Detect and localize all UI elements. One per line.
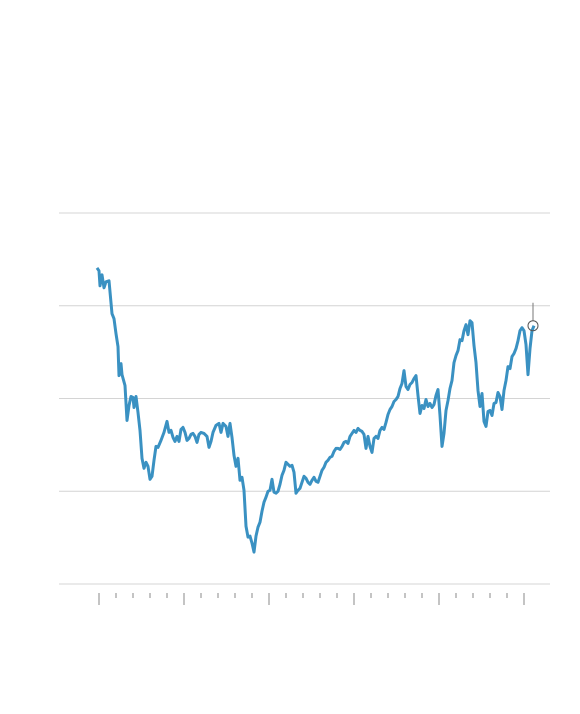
end-marker <box>527 320 539 332</box>
line <box>95 267 536 554</box>
